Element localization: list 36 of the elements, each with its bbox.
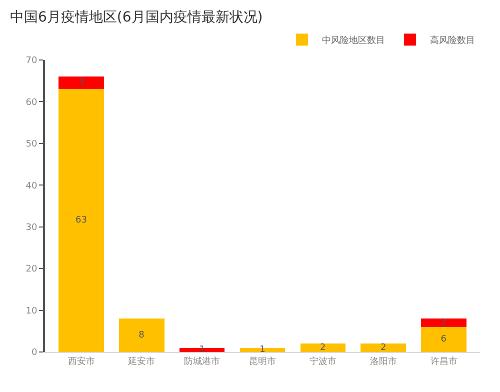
y-tick-label: 30: [26, 223, 38, 234]
data-label: 63: [76, 216, 87, 226]
bar: [360, 344, 406, 352]
legend-label: 高风险数目: [430, 35, 475, 46]
x-tick-label: 洛阳市: [370, 356, 397, 367]
y-tick-label: 40: [26, 181, 38, 192]
x-tick-label: 防城港市: [184, 356, 220, 367]
x-tick-label: 昆明市: [249, 356, 276, 367]
y-tick-label: 10: [26, 306, 38, 316]
y-tick-label: 0: [31, 348, 38, 358]
chart-title: 中国6月疫情地区(6月国内疫情最新状况): [10, 10, 263, 26]
x-tick-label: 许昌市: [430, 356, 458, 367]
bar: [58, 76, 104, 90]
data-label: 3: [78, 78, 84, 88]
bar: [119, 318, 164, 352]
data-label: 2: [320, 342, 326, 353]
y-tick-label: 20: [26, 264, 38, 275]
bar: [421, 318, 466, 327]
x-tick-label: 西安市: [68, 356, 95, 367]
y-tick-label: 50: [26, 140, 38, 150]
data-label: 2: [380, 342, 386, 353]
data-label: 2: [440, 318, 447, 328]
data-label: 6: [440, 334, 447, 344]
y-tick-label: 60: [26, 98, 38, 108]
x-tick-label: 宁波市: [309, 356, 336, 367]
bar: [300, 344, 346, 352]
data-label: 1: [260, 344, 266, 355]
x-tick-label: 延安市: [127, 356, 156, 367]
bar: [421, 326, 466, 352]
bar: [240, 348, 286, 352]
bar: [58, 89, 104, 352]
y-tick-label: 70: [26, 56, 38, 66]
bar: [179, 348, 225, 352]
data-label: 8: [138, 330, 145, 340]
legend-label: 中风险地区数目: [322, 35, 385, 46]
data-label: 1: [199, 344, 205, 355]
